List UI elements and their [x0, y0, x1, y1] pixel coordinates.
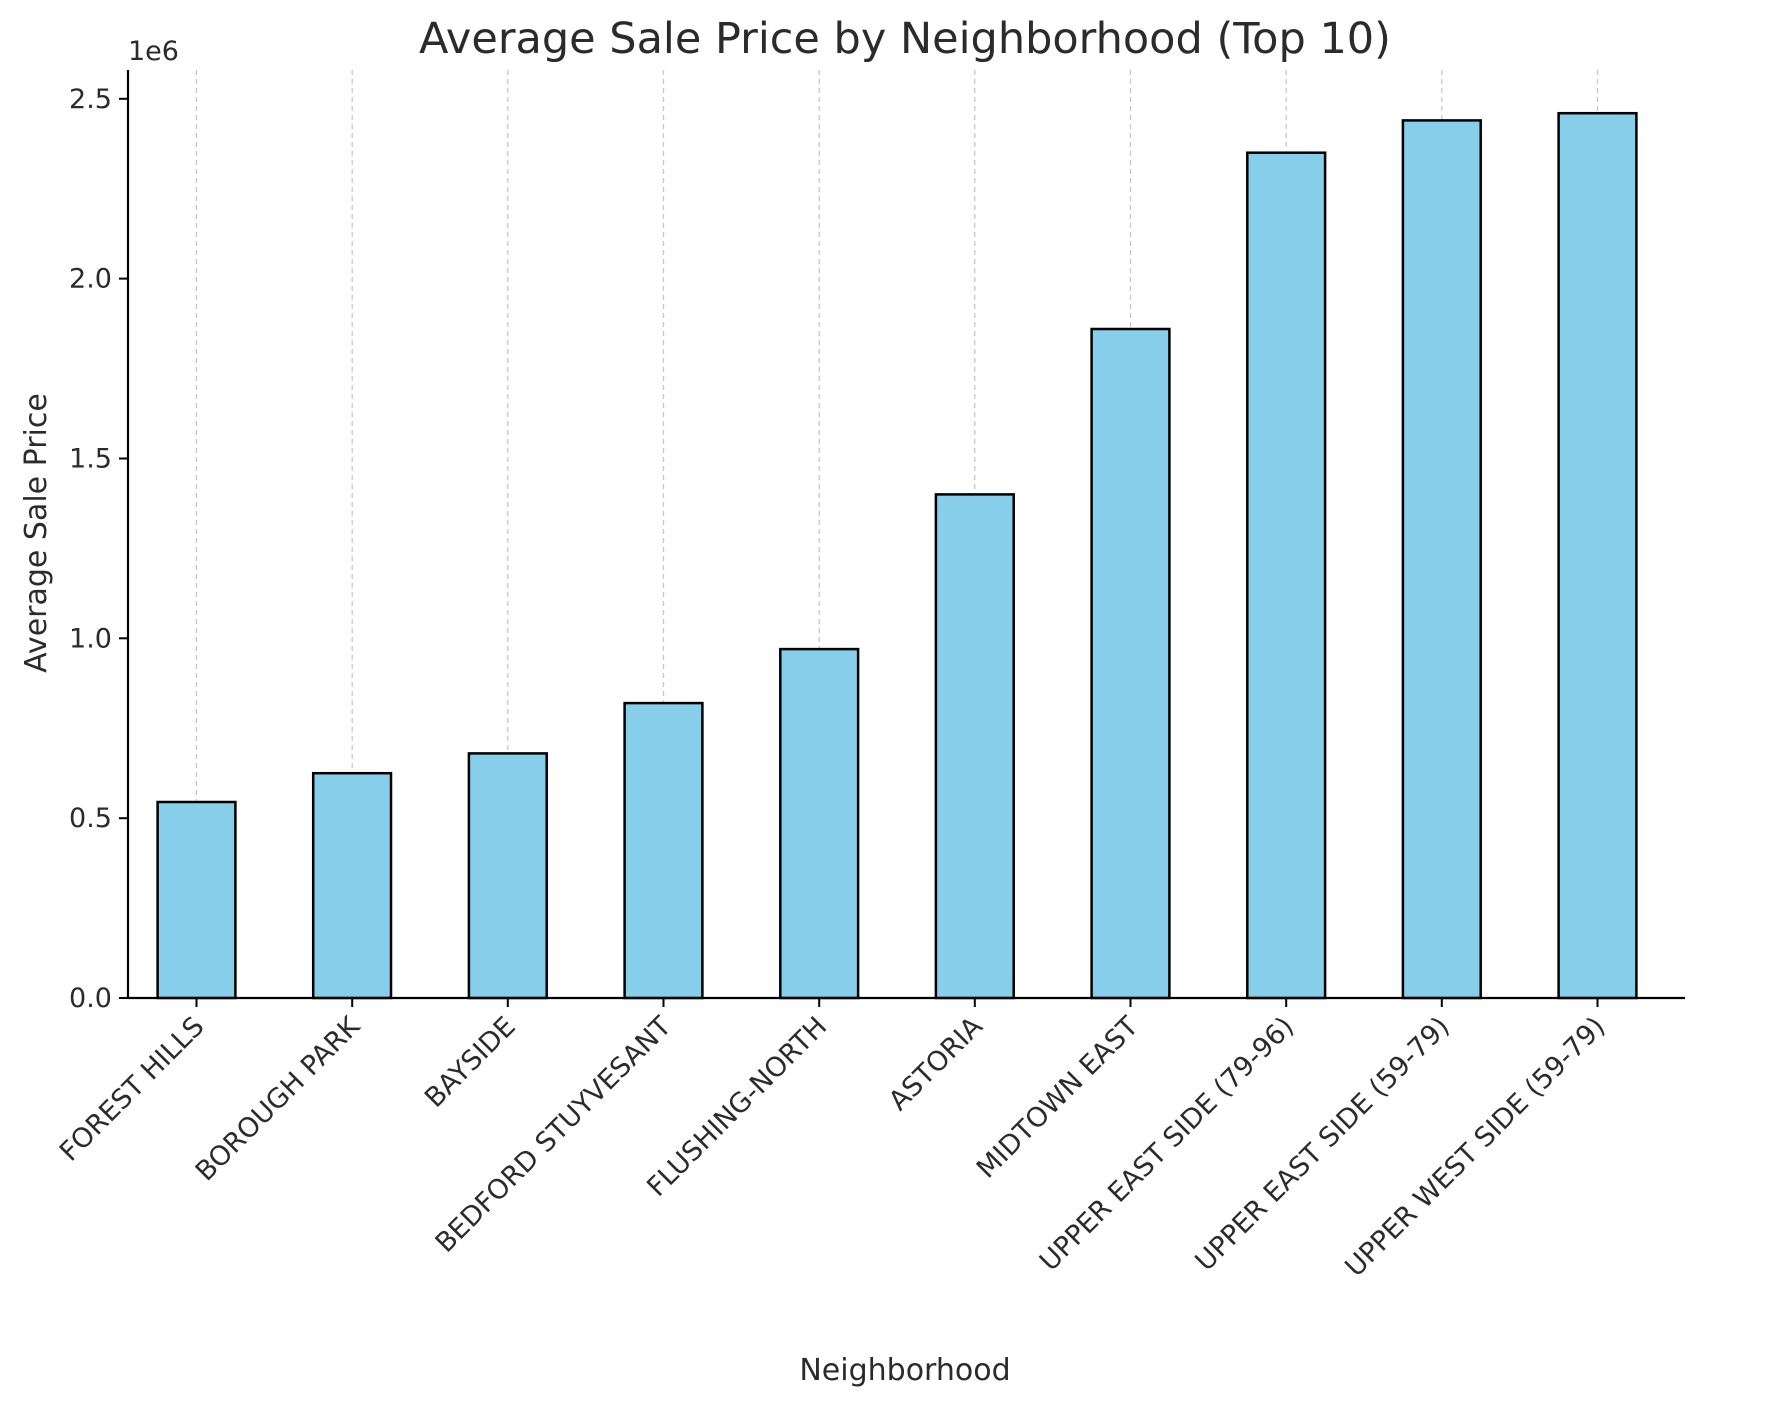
grid-lines: [195, 70, 1599, 998]
x-tick-label: BOROUGH PARK: [190, 1010, 367, 1187]
y-tick-label: 1.5: [69, 444, 112, 475]
y-tick-label: 1.0: [69, 623, 112, 654]
x-tick-label: UPPER EAST SIDE (79-96): [1034, 1011, 1300, 1277]
y-tick-label: 0.5: [69, 803, 112, 834]
y-axis-offset-label: 1e6: [128, 36, 179, 67]
bar: [623, 701, 704, 1000]
bar: [467, 752, 548, 1000]
bars: [156, 111, 1638, 1000]
x-tick-label: FOREST HILLS: [54, 1011, 210, 1167]
y-tick-label: 0.0: [69, 983, 112, 1014]
x-tick-label: MIDTOWN EAST: [971, 1011, 1145, 1185]
bar: [1401, 119, 1482, 1000]
chart-title: Average Sale Price by Neighborhood (Top …: [419, 14, 1391, 64]
bar: [1090, 327, 1171, 1000]
axes: [119, 70, 1685, 1007]
x-tick-label: UPPER EAST SIDE (59-79): [1190, 1011, 1456, 1277]
x-tick-label: ASTORIA: [883, 1011, 989, 1117]
x-tick-label: UPPER WEST SIDE (59-79): [1339, 1011, 1611, 1283]
y-tick-label: 2.0: [69, 264, 112, 295]
x-tick-label: BAYSIDE: [419, 1011, 522, 1114]
x-axis-label: Neighborhood: [799, 1353, 1010, 1388]
y-tick-label: 2.5: [69, 84, 112, 115]
y-axis-label: Average Sale Price: [19, 393, 54, 673]
bar: [311, 771, 393, 1000]
bar: [1246, 151, 1327, 1000]
y-tick-labels: 0.0 0.5 1.0 1.5 2.0 2.5: [69, 84, 112, 1014]
bar: [779, 647, 860, 1000]
bar: [934, 493, 1015, 1000]
bar: [156, 800, 237, 1000]
bar: [1557, 111, 1638, 1000]
